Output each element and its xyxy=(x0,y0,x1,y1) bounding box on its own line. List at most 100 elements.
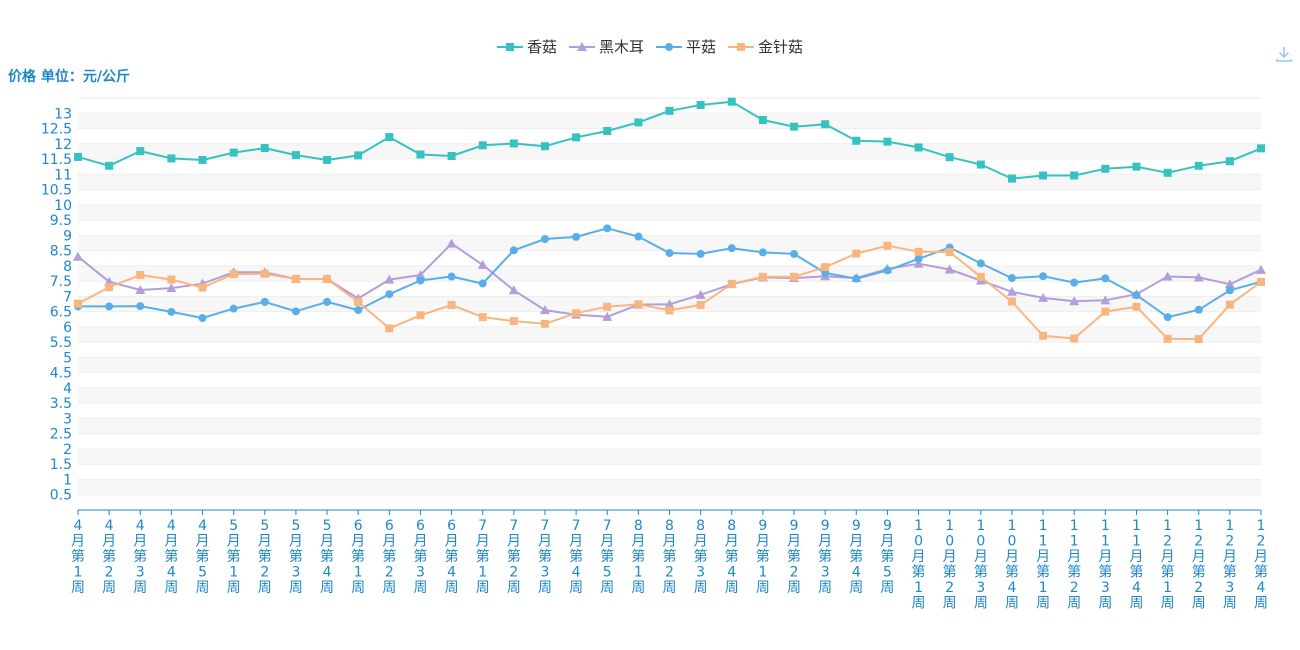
data-point xyxy=(664,299,675,309)
data-point xyxy=(509,246,518,255)
x-tick-label: 8 月第 4 周 xyxy=(725,518,739,596)
data-point xyxy=(508,285,519,295)
y-tick-label: 9.5 xyxy=(50,213,72,229)
background-band xyxy=(78,357,1261,373)
data-point xyxy=(509,139,518,148)
x-tick-label: 5 月第 1 周 xyxy=(227,518,241,596)
data-point xyxy=(1039,331,1048,340)
background-band xyxy=(78,204,1261,221)
y-tick-label: 3.5 xyxy=(50,396,72,412)
series-lines xyxy=(73,97,1266,344)
data-point xyxy=(696,300,705,309)
y-tick-label: 12.5 xyxy=(41,122,72,138)
y-tick-label: 7.5 xyxy=(50,274,72,290)
background-band xyxy=(78,265,1261,282)
x-tick-label: 7 月第 5 周 xyxy=(600,518,614,596)
y-tick-label: 8 xyxy=(63,259,72,275)
data-point xyxy=(260,269,269,278)
data-point xyxy=(852,249,861,258)
data-point xyxy=(1038,292,1049,302)
data-point xyxy=(883,137,892,146)
y-tick-label: 6.5 xyxy=(50,305,72,321)
data-point xyxy=(696,101,705,110)
legend-item[interactable]: 平菇 xyxy=(656,36,716,57)
x-tick-label: 1 0 月第 2 周 xyxy=(943,518,957,612)
data-point xyxy=(1101,164,1110,173)
legend-item[interactable]: 金针菇 xyxy=(728,36,803,57)
x-axis: 4 月第 1 周 4 月第 2 周 4 月第 3 周 4 月第 4 周 4 月第 5 周 5 月第 1 周 5 月第 2 周 5 月第 3 周… xyxy=(71,509,1268,612)
data-point xyxy=(1163,168,1172,177)
legend-marker-icon xyxy=(656,42,682,51)
data-point xyxy=(1193,272,1204,282)
data-point xyxy=(291,274,300,283)
data-point xyxy=(1225,157,1234,166)
x-tick-label: 5 月第 4 周 xyxy=(320,518,334,596)
data-point xyxy=(1163,313,1172,322)
y-tick-label: 5.5 xyxy=(50,335,72,351)
x-tick-label: 1 2 月第 2 周 xyxy=(1192,518,1206,612)
data-point xyxy=(354,151,363,160)
legend-item[interactable]: 黑木耳 xyxy=(568,36,644,57)
x-tick-label: 8 月第 2 周 xyxy=(663,518,677,596)
data-point xyxy=(603,126,612,135)
legend-label: 平菇 xyxy=(686,38,717,56)
y-tick-label: 10 xyxy=(54,198,72,214)
data-point xyxy=(416,276,425,285)
y-tick-label: 3 xyxy=(63,411,72,427)
data-point xyxy=(415,270,426,280)
data-point xyxy=(852,274,861,283)
data-point xyxy=(478,141,487,150)
data-point xyxy=(1225,300,1234,309)
data-point xyxy=(1194,305,1203,314)
data-point xyxy=(1257,278,1265,287)
data-point xyxy=(1070,171,1079,180)
x-tick-label: 6 月第 4 周 xyxy=(445,518,459,596)
x-tick-label: 4 月第 5 周 xyxy=(196,518,210,596)
y-tick-label: 9 xyxy=(63,228,72,244)
data-point xyxy=(105,283,114,292)
data-point xyxy=(945,248,954,257)
data-point xyxy=(758,115,767,124)
x-tick-label: 9 月第 3 周 xyxy=(818,518,832,596)
y-tick-label: 0.5 xyxy=(50,488,72,504)
data-point xyxy=(260,144,269,153)
data-point xyxy=(1101,307,1110,316)
data-point xyxy=(1132,162,1141,171)
data-point xyxy=(323,155,332,164)
download-icon[interactable] xyxy=(1274,44,1294,64)
data-point xyxy=(945,153,954,162)
data-point xyxy=(73,251,83,261)
series-group xyxy=(74,241,1265,344)
data-point xyxy=(1069,296,1080,306)
data-point xyxy=(323,274,332,283)
data-point xyxy=(416,311,425,320)
data-point xyxy=(136,147,145,156)
data-point xyxy=(446,238,457,248)
background-band xyxy=(78,448,1261,465)
data-point xyxy=(260,297,269,306)
background-band xyxy=(78,326,1261,343)
data-point xyxy=(727,244,736,253)
legend-marker-icon xyxy=(496,42,523,51)
data-point xyxy=(1225,286,1234,295)
data-point xyxy=(540,319,549,328)
data-point xyxy=(976,272,985,281)
data-point xyxy=(323,297,332,306)
x-tick-label: 9 月第 5 周 xyxy=(880,518,894,596)
data-point xyxy=(167,307,176,316)
y-tick-label: 12 xyxy=(54,137,72,153)
data-point xyxy=(136,271,145,280)
x-tick-label: 5 月第 3 周 xyxy=(289,518,303,596)
x-tick-label: 6 月第 1 周 xyxy=(351,518,365,596)
data-point xyxy=(1132,291,1141,300)
x-tick-label: 8 月第 1 周 xyxy=(631,518,645,596)
data-point xyxy=(478,313,487,322)
data-point xyxy=(572,309,581,318)
y-tick-label: 1.5 xyxy=(50,457,72,473)
data-point xyxy=(914,254,923,263)
data-point xyxy=(603,224,612,233)
legend-item[interactable]: 香菇 xyxy=(496,36,557,57)
y-tick-label: 4 xyxy=(63,381,72,397)
data-point xyxy=(135,284,146,294)
x-tick-label: 9 月第 1 周 xyxy=(756,518,770,596)
